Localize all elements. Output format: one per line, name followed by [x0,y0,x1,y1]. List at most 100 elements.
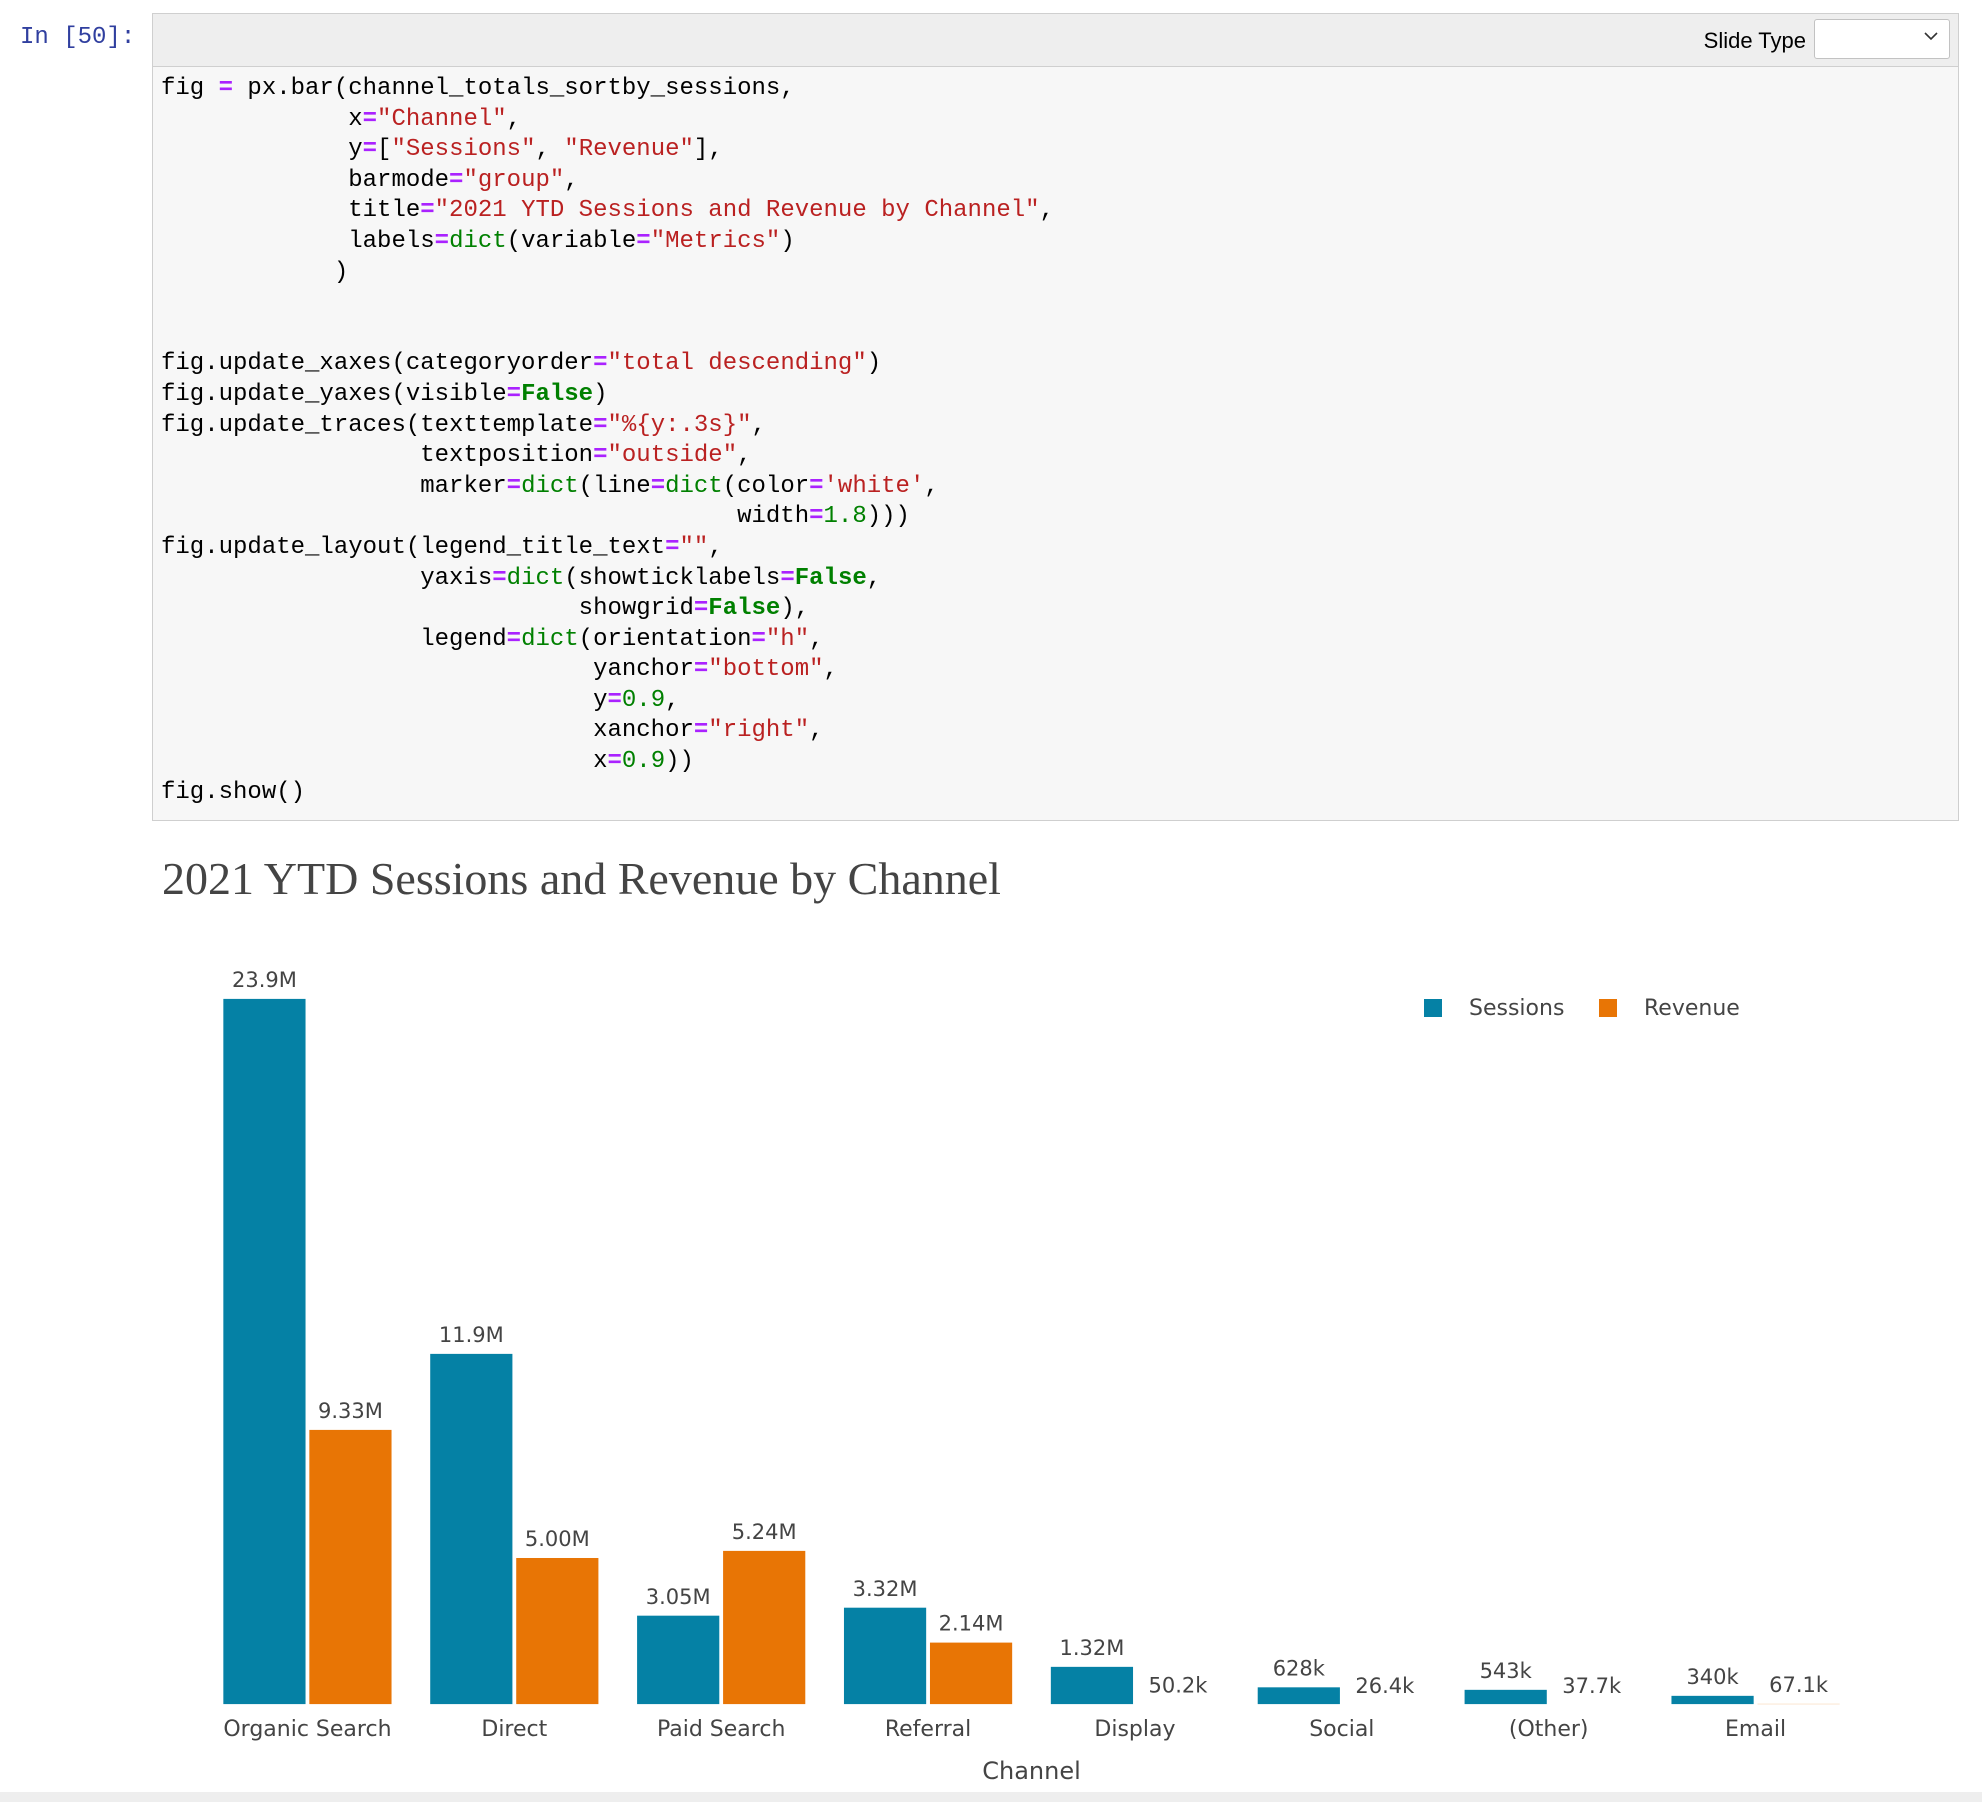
code-token: = [607,748,622,776]
code-token: yaxis [161,564,493,592]
code-line: x=0.9)) [161,748,694,775]
bar-revenue [1755,1702,1842,1706]
code-line: textposition="outside", [161,442,752,470]
code-editor[interactable]: fig = px.bar(channel_totals_sortby_sessi… [161,74,1054,808]
code-token: 1.8 [823,503,867,531]
bar-revenue [1341,1703,1428,1706]
x-tick-label: Display [1094,1717,1175,1742]
code-token: )) [665,748,694,776]
code-token: "%{y:.3s}" [607,411,752,439]
code-token: "Revenue" [564,136,694,164]
code-token: = [593,350,608,378]
legend-label-revenue: Revenue [1644,996,1740,1021]
code-line: labels=dict(variable="Metrics") [161,228,795,255]
code-token: x [161,105,363,133]
chart-title: 2021 YTD Sessions and Revenue by Channel [162,853,1001,904]
bar-revenue [928,1640,1014,1706]
x-tick-label: Email [1725,1717,1786,1742]
code-line: fig.update_traces(texttemplate="%{y:.3s}… [161,412,766,439]
code-token: fig.show() [161,778,306,806]
code-token: False [521,380,594,408]
code-line: width=1.8))) [161,503,910,530]
code-token: ))) [866,503,910,531]
code-token: x [161,748,608,776]
bar-sessions [1049,1665,1135,1706]
x-tick-label: Social [1309,1717,1374,1742]
code-token: (line [578,472,651,500]
bar-revenue [307,1428,394,1706]
bar-revenue [514,1556,601,1706]
code-token: width [161,503,810,531]
data-label: 543k [1480,1659,1533,1683]
code-token: "h" [765,625,810,653]
data-label: 340k [1686,1665,1739,1689]
legend-swatch-sessions [1424,999,1442,1017]
code-token: = [693,717,709,745]
code-token: , [809,625,824,653]
code-token: "Channel" [377,105,507,133]
data-label: 628k [1273,1656,1326,1680]
code-token: dict [521,472,579,500]
bar-sessions [221,997,308,1706]
output-area: 2021 YTD Sessions and Revenue by Channel… [152,830,1959,1790]
code-token: ], [693,136,723,164]
code-token: fig.update_yaxes(visible [161,380,507,408]
code-line: ) [161,259,348,286]
code-line: title="2021 YTD Sessions and Revenue by … [161,197,1054,224]
code-line: fig.update_xaxes(categoryorder="total de… [161,350,881,377]
code-token: fig.update_layout(legend_title_text [161,533,666,561]
code-token: 0.9 [621,686,666,714]
code-token: "group" [463,166,565,194]
code-token: legend [161,625,507,653]
code-token: "2021 YTD Sessions and Revenue by Channe… [434,197,1040,225]
code-token: , [751,411,766,439]
code-token: = [593,411,608,439]
code-token: 0.9 [621,748,666,776]
x-tick-label: (Other) [1509,1717,1589,1742]
code-token: dict [506,564,565,592]
code-token: fig.update_traces(texttemplate [161,411,594,439]
code-cell[interactable]: Slide Type fig = px.bar(channel_totals_s… [152,13,1959,821]
code-token: , [535,136,565,164]
code-token: , [866,564,882,592]
code-line: xanchor="right", [161,717,823,745]
code-token: xanchor [161,717,694,745]
code-token: y [161,686,608,714]
code-line: legend=dict(orientation="h", [161,625,824,653]
code-line: fig.show() [161,779,305,806]
code-token: = [751,625,766,653]
code-token: , [823,656,838,684]
code-token: , [737,442,752,470]
code-token: ) [593,380,608,408]
code-token: = [434,227,450,255]
code-token: = [420,197,435,225]
code-token: = [665,533,680,561]
code-token: = [506,625,522,653]
bar-sessions [1255,1685,1342,1706]
bar-sessions [1669,1694,1756,1706]
slide-type-select[interactable] [1814,19,1950,59]
code-token: dict [521,625,579,653]
code-token: = [492,564,507,592]
code-token: (showticklabels [564,564,781,592]
data-label: 9.33M [318,1399,383,1423]
code-token: "bottom" [708,656,824,684]
code-token: , [924,472,939,500]
code-token: showgrid [161,595,694,623]
code-token: = [449,166,464,194]
cell-toolbar: Slide Type [153,14,1958,67]
bar-chart: 23.9M 9.33M Organic Search 11.9M 5.00M Direct… [221,968,1842,1785]
code-token: 'white' [823,472,925,500]
code-line: yaxis=dict(showticklabels=False, [161,565,881,592]
code-token: fig [161,75,219,102]
code-token: ) [780,227,795,255]
code-token: = [362,105,378,133]
code-token: = [506,472,522,500]
code-token: ), [780,595,810,623]
x-tick-label: Organic Search [223,1717,391,1742]
code-line: marker=dict(line=dict(color='white', [161,473,939,500]
code-token: marker [161,472,507,500]
code-token: "" [679,533,709,561]
data-label: 37.7k [1562,1674,1622,1698]
bar-sessions [635,1613,722,1706]
